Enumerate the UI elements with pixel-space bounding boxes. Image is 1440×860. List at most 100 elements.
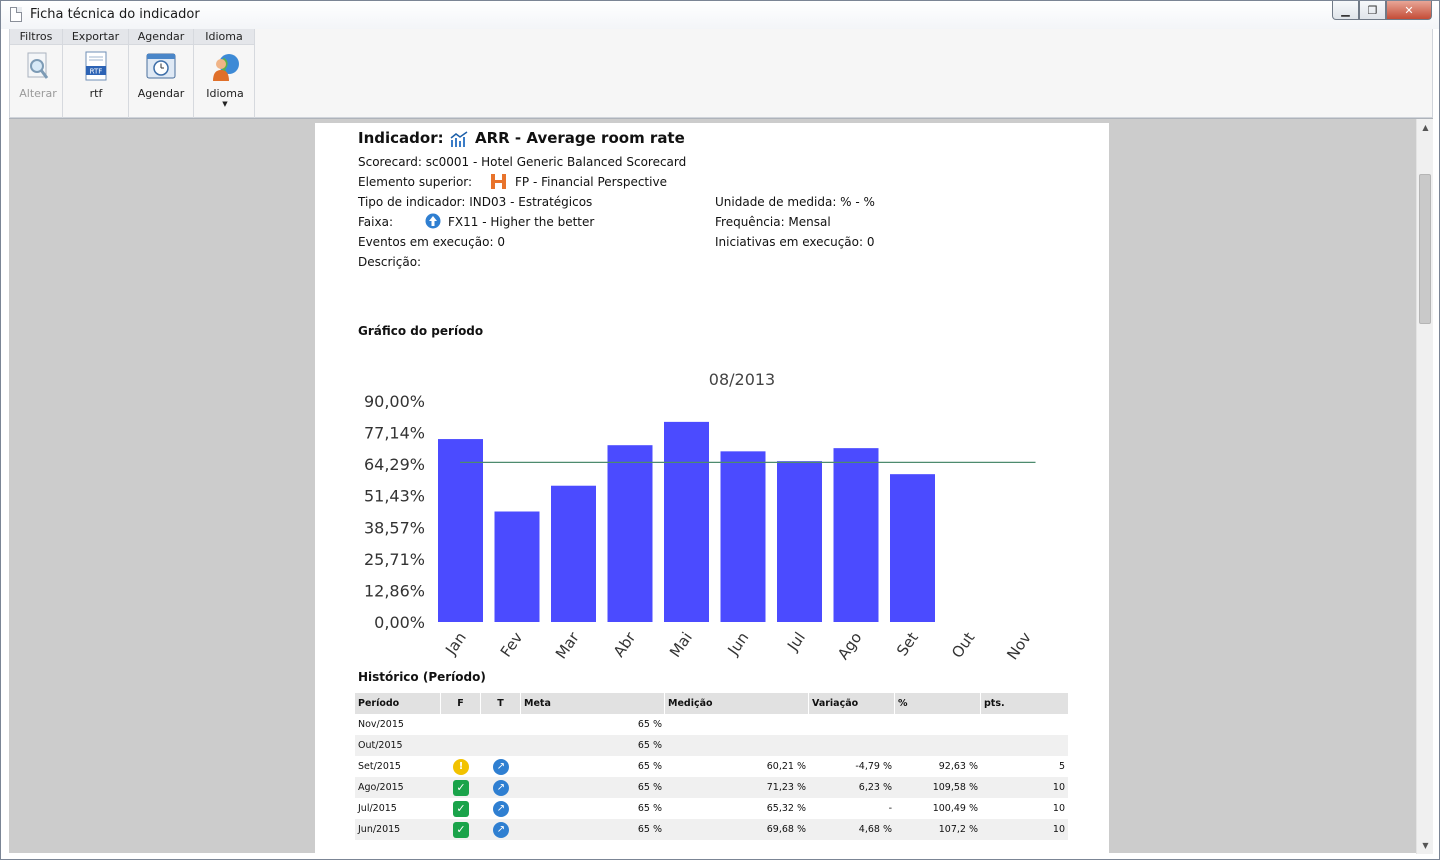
y-tick-label: 64,29% xyxy=(364,455,425,474)
table-row: Out/2015 65 % xyxy=(355,735,1068,756)
idioma-button[interactable]: Idioma ▼ xyxy=(197,51,253,108)
description-label: Descrição: xyxy=(358,255,422,269)
agendar-button[interactable]: Agendar xyxy=(133,51,189,100)
x-tick-label: Jul xyxy=(783,629,809,655)
cell-med: 60,21 % xyxy=(766,761,806,772)
cell-var xyxy=(809,714,895,735)
table-row: Jul/2015 ✓ ↗ 65 % 65,32 % - 100,49 % 10 xyxy=(355,798,1068,819)
scroll-thumb[interactable] xyxy=(1419,174,1431,324)
x-axis-labels: Jan Fev Mar Abr Mai Jun Jul Ago Set Out Nov xyxy=(441,628,1035,663)
cell-med: 65,32 % xyxy=(766,803,806,814)
perspective-icon xyxy=(490,173,507,193)
vertical-scrollbar[interactable]: ▲ ▼ xyxy=(1416,119,1433,854)
minimize-button[interactable]: ▁ xyxy=(1332,1,1359,20)
cell-var: - xyxy=(888,803,892,814)
rtf-label: rtf xyxy=(89,87,103,100)
window-title: Ficha técnica do indicador xyxy=(30,7,200,22)
maximize-button[interactable]: ❐ xyxy=(1359,1,1386,20)
cell-f xyxy=(441,735,481,756)
col-pts-header: pts. xyxy=(984,698,1005,709)
rtf-export-button[interactable]: RTF rtf xyxy=(68,51,124,100)
cell-pct xyxy=(895,714,981,735)
cell-med: 71,23 % xyxy=(766,782,806,793)
indicator-label: Indicador: xyxy=(358,129,444,147)
report-viewer: Indicador: ARR - Average room rate Score… xyxy=(9,118,1433,854)
cell-f xyxy=(441,714,481,735)
table-row: Nov/2015 65 % xyxy=(355,714,1068,735)
close-button[interactable]: ✕ xyxy=(1386,1,1432,20)
language-globe-icon xyxy=(210,51,240,83)
chart-section-title: Gráfico do período xyxy=(358,324,484,338)
y-tick-label: 12,86% xyxy=(364,581,425,600)
bar xyxy=(720,451,766,622)
chart-title: 08/2013 xyxy=(709,370,775,389)
ribbon-group-filtros: Filtros Alterar xyxy=(10,29,63,118)
cell-pts: 10 xyxy=(1052,782,1065,793)
document-icon xyxy=(10,7,22,22)
y-tick-label: 51,43% xyxy=(364,487,425,506)
cell-pct: 92,63 % xyxy=(938,761,978,772)
cell-pct xyxy=(895,735,981,756)
unit-text: Unidade de medida: % - % xyxy=(715,195,875,209)
table-row: Ago/2015 ✓ ↗ 65 % 71,23 % 6,23 % 109,58 % 10 xyxy=(355,777,1068,798)
events-text: Eventos em execução: 0 xyxy=(358,235,505,249)
period-bar-chart: 08/2013 0,00% 12,86% 25,71% 38,57% 51,43% 64,… xyxy=(364,370,1036,663)
cell-pct: 109,58 % xyxy=(932,782,978,793)
x-tick-label: Out xyxy=(948,629,978,662)
dropdown-arrow-icon[interactable]: ▼ xyxy=(222,100,228,108)
schedule-icon xyxy=(146,51,176,83)
trend-up-icon: ↗ xyxy=(493,758,509,775)
col-variacao-header: Variação xyxy=(809,693,895,714)
ok-status-icon: ✓ xyxy=(453,800,469,817)
warning-status-icon: ! xyxy=(453,758,469,775)
y-tick-label: 38,57% xyxy=(364,518,425,537)
cell-period: Out/2015 xyxy=(358,740,403,751)
scroll-up-icon[interactable]: ▲ xyxy=(1422,123,1429,132)
bar xyxy=(833,448,879,622)
indicator-chart-icon xyxy=(450,131,468,150)
bar xyxy=(607,445,653,622)
report-page: Indicador: ARR - Average room rate Score… xyxy=(315,123,1109,854)
higher-better-icon xyxy=(425,213,441,232)
cell-meta: 65 % xyxy=(637,803,662,814)
ribbon-group-idioma: Idioma Idioma ▼ xyxy=(194,29,255,118)
cell-meta: 65 % xyxy=(637,761,662,772)
cell-meta: 65 % xyxy=(637,719,662,730)
cell-meta: 65 % xyxy=(637,782,662,793)
cell-period: Set/2015 xyxy=(358,761,401,772)
ribbon-group-label: Agendar xyxy=(129,29,193,45)
history-section-title: Histórico (Período) xyxy=(358,670,486,684)
cell-t: ↗ xyxy=(481,777,521,798)
cell-med xyxy=(665,714,809,735)
trend-up-icon: ↗ xyxy=(493,779,509,796)
trend-up-icon: ↗ xyxy=(493,821,509,838)
scroll-down-icon[interactable]: ▼ xyxy=(1422,841,1429,850)
table-row: Set/2015! ↗ 65 % 60,21 % -4,79 % 92,63 % 5 xyxy=(355,756,1068,777)
col-t-header: T xyxy=(481,693,521,714)
alterar-label: Alterar xyxy=(19,87,57,100)
cell-t: ↗ xyxy=(481,798,521,819)
y-tick-label: 0,00% xyxy=(374,613,425,632)
table-header-row: Período F T Meta Medição Variação % pts. xyxy=(355,693,1068,714)
bar xyxy=(494,511,540,622)
rtf-file-icon: RTF xyxy=(81,51,111,83)
cell-period: Jul/2015 xyxy=(358,803,397,814)
cell-pts: 5 xyxy=(1058,761,1065,772)
cell-pts xyxy=(981,735,1068,756)
magnifier-document-icon xyxy=(23,51,53,83)
bar-series xyxy=(438,421,935,622)
ribbon-group-label: Idioma xyxy=(194,29,254,45)
x-tick-label: Jan xyxy=(441,629,470,659)
y-axis-labels: 0,00% 12,86% 25,71% 38,57% 51,43% 64,29% 77,14… xyxy=(364,392,425,632)
x-tick-label: Set xyxy=(893,629,922,660)
cell-t: ↗ xyxy=(481,819,521,840)
cell-meta: 65 % xyxy=(637,740,662,751)
cell-f: ! xyxy=(441,756,481,777)
cell-f: ✓ xyxy=(441,819,481,840)
cell-meta: 65 % xyxy=(637,824,662,835)
bar xyxy=(777,461,822,622)
cell-period: Nov/2015 xyxy=(358,719,404,730)
alterar-button[interactable]: Alterar xyxy=(10,51,66,100)
cell-f: ✓ xyxy=(441,798,481,819)
